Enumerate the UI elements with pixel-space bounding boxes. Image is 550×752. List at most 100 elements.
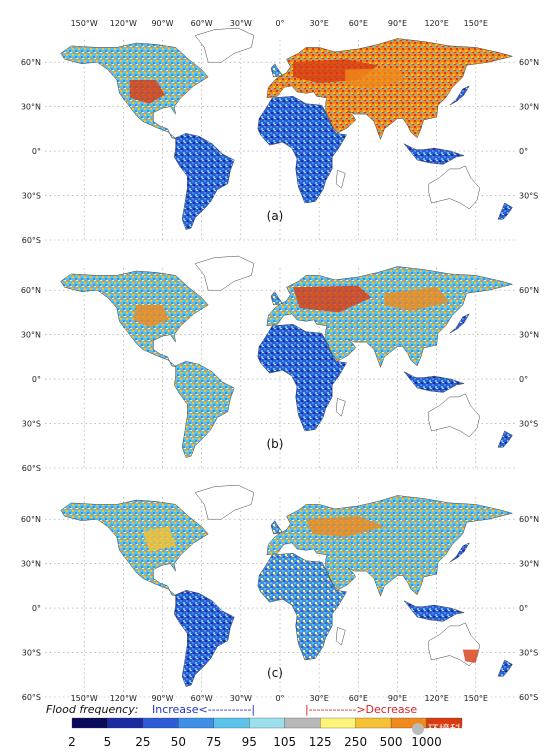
- legend-tick: 95: [242, 735, 257, 749]
- map-panel-3: 60°N 60°N 30°N 30°N 0° 0° 30°S 30°S 60°S (c): [21, 484, 539, 702]
- latitude-label-left: 0°: [32, 375, 41, 384]
- latitude-label-left: 60°S: [22, 236, 41, 245]
- legend-color-swatch: [107, 717, 144, 729]
- legend-color-swatch: [320, 717, 356, 729]
- legend-color-swatch: [142, 717, 179, 729]
- land-indonesia: [403, 600, 466, 622]
- hotspot-region: [133, 305, 169, 328]
- land-nz: [497, 202, 513, 220]
- latitude-label-right: 60°N: [519, 286, 539, 295]
- longitude-label-bottom: 150°E: [464, 694, 488, 703]
- panel-label: (c): [267, 666, 283, 680]
- hotspot-region: [142, 526, 176, 552]
- legend-color-swatch: [178, 717, 214, 729]
- legend-tick: 25: [135, 735, 150, 749]
- legend-colorbar: [71, 717, 463, 729]
- hotspot-region: [384, 287, 450, 311]
- latitude-label-right: 0°: [519, 147, 528, 156]
- latitude-label-left: 30°S: [22, 192, 41, 201]
- latitude-label-left: 60°N: [21, 515, 41, 524]
- panel-label: (b): [267, 437, 284, 451]
- land-uk: [270, 291, 284, 306]
- longitude-label-bottom: 120°E: [425, 694, 449, 703]
- longitude-label-top: 60°E: [349, 19, 368, 28]
- latitude-label-left: 30°S: [22, 649, 41, 658]
- legend-decrease-label: |------------>Decrease: [305, 703, 417, 716]
- land-uk: [270, 520, 284, 535]
- latitude-label-right: 0°: [519, 375, 528, 384]
- latitude-label-right: 30°N: [519, 103, 539, 112]
- land-japan: [449, 542, 470, 563]
- latitude-label-right: 30°S: [519, 420, 538, 429]
- land-greenland: [194, 255, 255, 291]
- panel-label: (a): [267, 209, 284, 223]
- legend-color-swatch: [249, 717, 285, 729]
- longitude-label-top: 150°E: [464, 19, 488, 28]
- land-australia: [428, 393, 481, 438]
- land-masses: [60, 255, 514, 458]
- longitude-label-bottom: 30°W: [230, 694, 252, 703]
- bottom-longitude-axis: 150°W 120°W 90°W 60°W 30°W 0° 30°E 60°E 90°E 120°…: [71, 693, 539, 703]
- watermark-icon: [412, 723, 424, 735]
- land-australia: [428, 165, 481, 210]
- land-uk: [270, 63, 284, 78]
- latitude-label-left: 30°N: [21, 103, 41, 112]
- longitude-label-bottom: 30°E: [310, 694, 329, 703]
- land-nz: [497, 430, 513, 448]
- latitude-label-right: 60°N: [519, 515, 539, 524]
- legend-tick: 75: [206, 735, 221, 749]
- legend-tick: 2: [68, 735, 76, 749]
- watermark: 环境科学与政策: [412, 722, 505, 736]
- longitude-label-top: 90°E: [388, 19, 407, 28]
- land-japan: [449, 85, 470, 106]
- land-japan: [449, 313, 470, 334]
- longitude-label-top: 30°E: [310, 19, 329, 28]
- map-panel-2: 60°N 60°N 30°N 30°N 0° 0° 30°S 30°S 60°S (b): [21, 255, 539, 473]
- land-southAmerica: [174, 590, 235, 687]
- land-southAmerica: [174, 133, 235, 230]
- map-panel-1: 60°N 60°N 30°N 30°N 0° 0° 30°S 30°S 60°S (a): [21, 27, 539, 245]
- hotspot-region: [345, 68, 404, 89]
- longitude-label-bottom: 90°E: [388, 694, 407, 703]
- legend-tick: 125: [309, 735, 332, 749]
- latitude-label-left: 60°S: [22, 464, 41, 473]
- longitude-label-bottom: 0°: [275, 694, 284, 703]
- latitude-label-right: 60°S: [519, 693, 538, 702]
- longitude-label-top: 150°W: [71, 19, 98, 28]
- legend-tick-labels: 2 5 25 50 75 95 105 125 250 500 1000: [68, 735, 442, 749]
- legend-title: Flood frequency:: [46, 703, 138, 716]
- latitude-label-left: 30°S: [22, 420, 41, 429]
- land-greenland: [194, 27, 255, 63]
- top-longitude-axis: 150°W 120°W 90°W 60°W 30°W 0° 30°E 60°E 90°E 120°…: [71, 19, 488, 28]
- longitude-label-top: 120°W: [110, 19, 137, 28]
- hotspot-region: [306, 516, 385, 537]
- hotspot-region: [293, 285, 372, 313]
- watermark-text: 环境科学与政策: [428, 722, 505, 736]
- land-nz: [497, 659, 513, 677]
- latitude-label-right: 30°N: [519, 331, 539, 340]
- land-masses: [60, 484, 514, 687]
- latitude-label-left: 60°N: [21, 58, 41, 67]
- longitude-label-bottom: 120°W: [110, 694, 137, 703]
- hotspot-region: [462, 649, 479, 663]
- legend-color-swatch: [355, 717, 392, 729]
- longitude-label-top: 120°E: [425, 19, 449, 28]
- land-northAmerica: [60, 499, 209, 597]
- longitude-label-bottom: 60°W: [191, 694, 213, 703]
- latitude-label-right: 30°S: [519, 649, 538, 658]
- land-madagascar: [335, 398, 346, 417]
- land-indonesia: [403, 143, 466, 165]
- hotspot-region: [129, 80, 166, 104]
- longitude-label-top: 90°W: [151, 19, 173, 28]
- land-indonesia: [403, 371, 466, 393]
- legend-tick: 5: [104, 735, 112, 749]
- legend-tick: 50: [171, 735, 186, 749]
- legend-color-swatch: [71, 717, 108, 729]
- legend-tick: 1000: [411, 735, 442, 749]
- latitude-label-right: 30°S: [519, 192, 538, 201]
- legend-color-swatch: [426, 717, 463, 729]
- longitude-label-top: 60°W: [191, 19, 213, 28]
- latitude-label-left: 30°N: [21, 331, 41, 340]
- land-masses: [60, 27, 514, 230]
